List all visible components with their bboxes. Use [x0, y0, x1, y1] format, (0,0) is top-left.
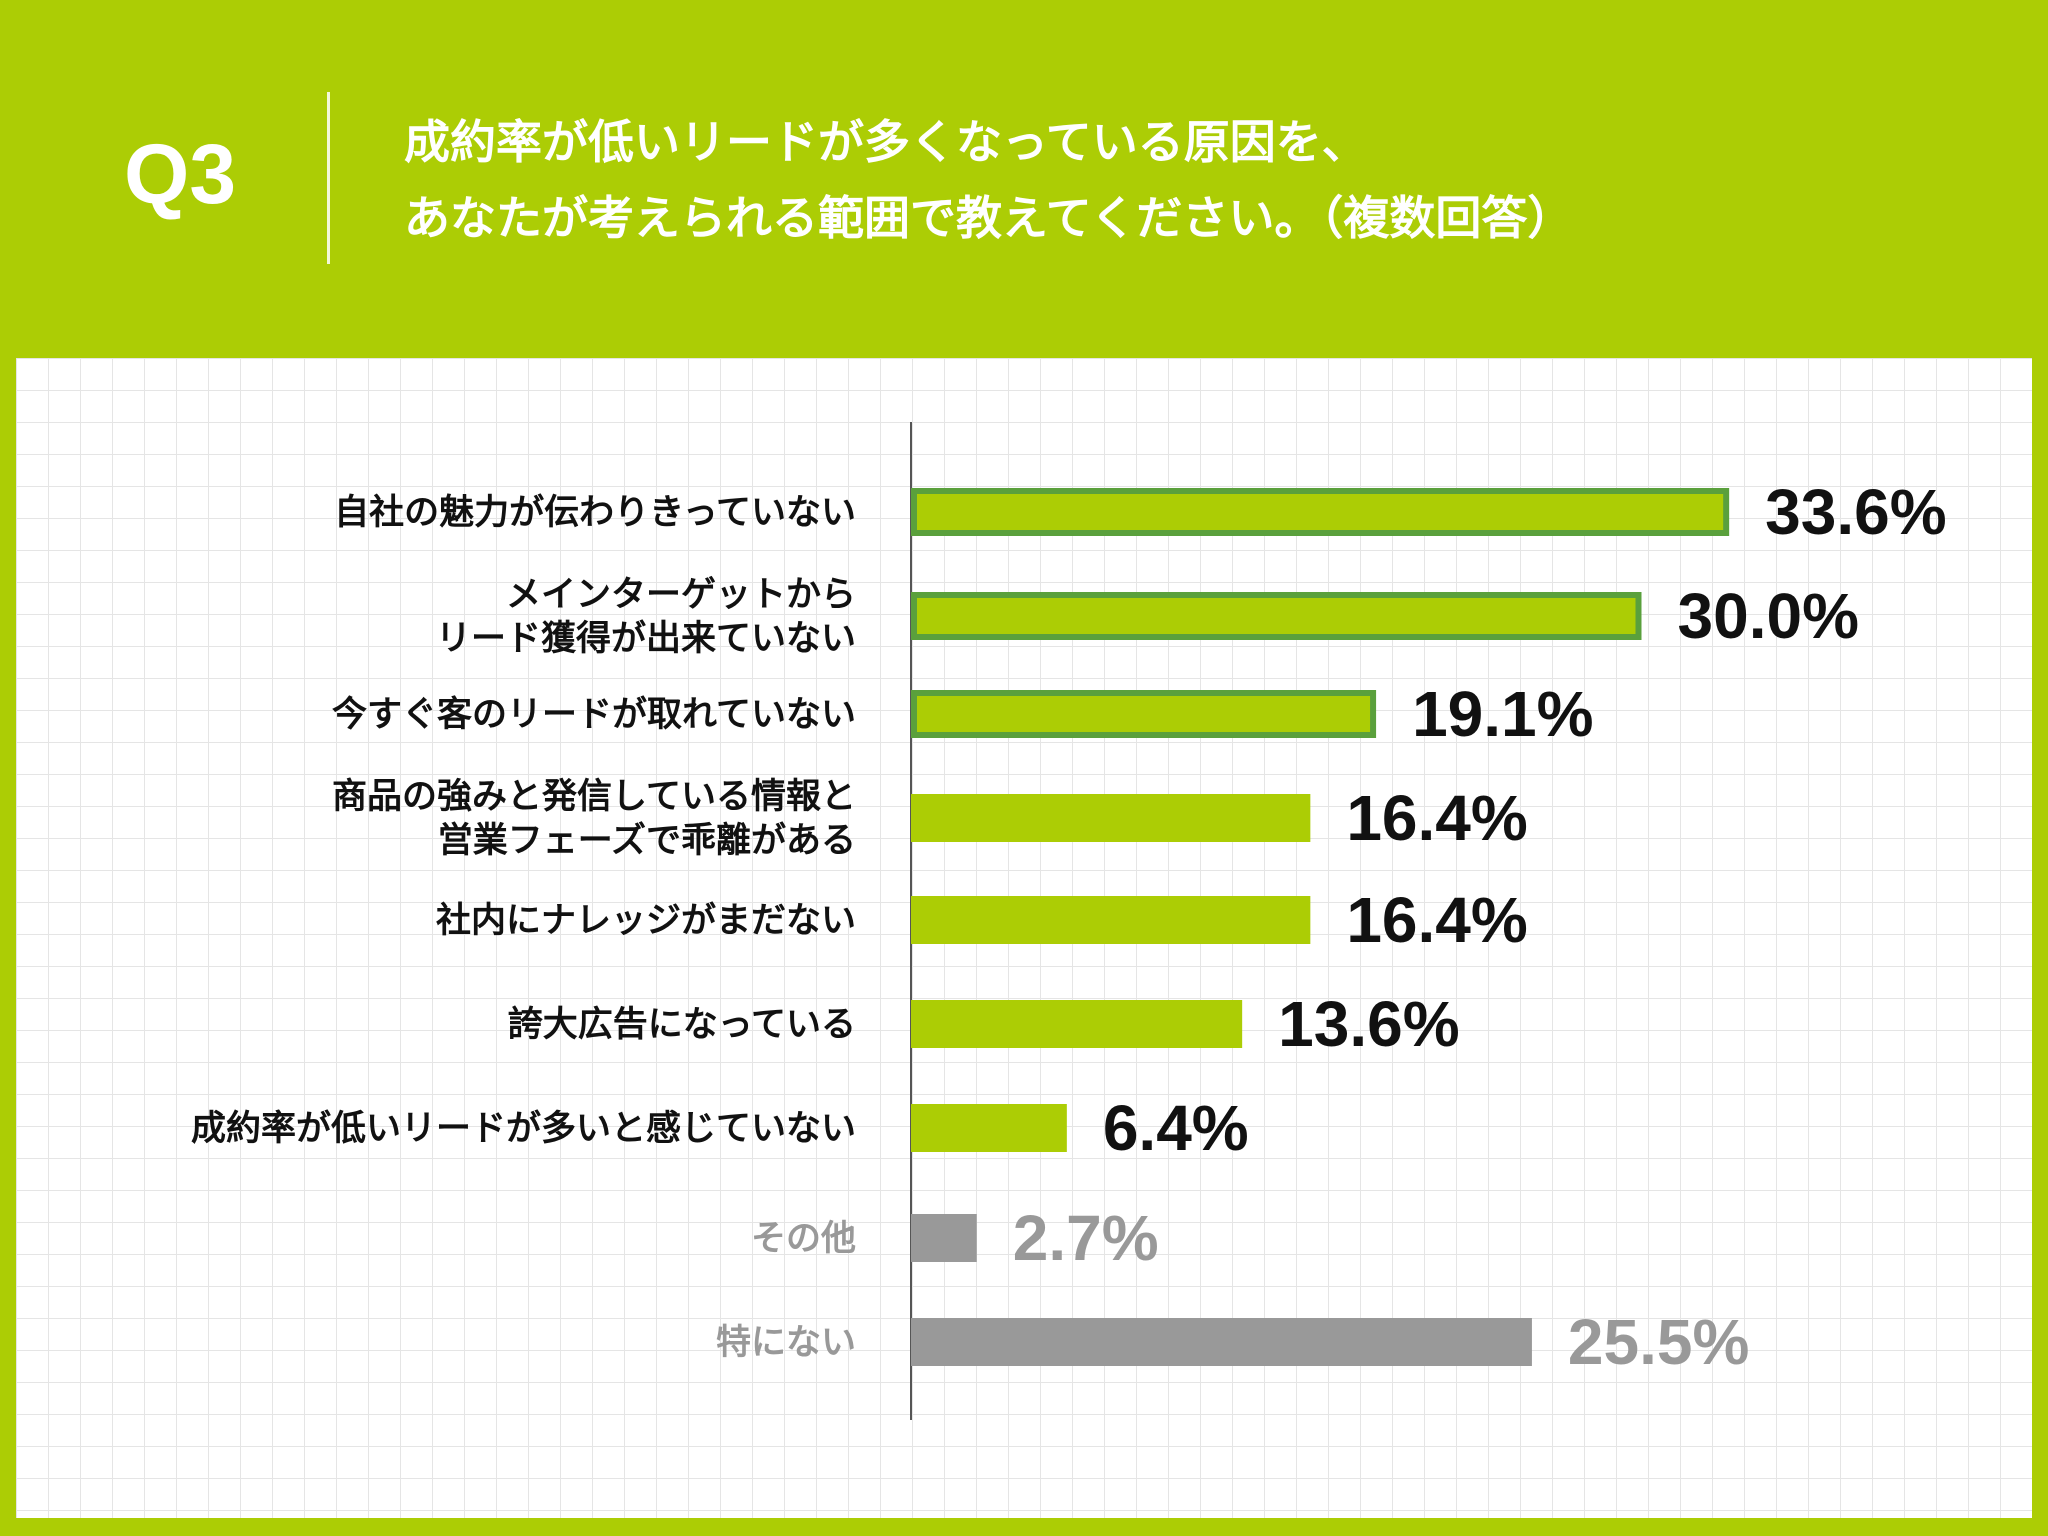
- value-label-8: 2.7%: [1013, 1202, 1159, 1274]
- value-label-2: 30.0%: [1678, 580, 1859, 652]
- bar-2: [911, 592, 1642, 640]
- category-label-5: 社内にナレッジがまだない: [436, 901, 856, 941]
- category-label-4: 商品の強みと発信している情報と営業フェーズで乖離がある: [332, 777, 856, 861]
- value-label-9: 25.5%: [1568, 1306, 1749, 1378]
- value-label-5: 16.4%: [1346, 884, 1527, 956]
- header: Q3 成約率が低いリードが多くなっている原因を、 あなたが考えられる範囲で教えて…: [0, 0, 2048, 356]
- bar-6: [911, 1000, 1243, 1048]
- bar-8: [911, 1214, 977, 1262]
- header-divider: [327, 92, 330, 264]
- value-label-7: 6.4%: [1103, 1092, 1249, 1164]
- category-label-7: 成約率が低いリードが多いと感じていない: [191, 1109, 856, 1149]
- category-label-8: その他: [751, 1219, 856, 1259]
- bar-5: [911, 896, 1311, 944]
- bar-4: [911, 794, 1311, 842]
- bar-9: [911, 1318, 1532, 1366]
- value-label-4: 16.4%: [1346, 782, 1527, 854]
- category-label-1: 自社の魅力が伝わりきっていない: [334, 493, 856, 533]
- bar-chart: 33.6% 自社の魅力が伝わりきっていない 30.0% メインターゲットからリード獲得…: [191, 422, 1947, 1420]
- question-line-1: 成約率が低いリードが多くなっている原因を、: [404, 115, 1368, 169]
- category-label-3: 今すぐ客のリードが取れていない: [332, 694, 856, 735]
- value-label-3: 19.1%: [1412, 678, 1593, 750]
- question-line-2: あなたが考えられる範囲で教えてください。（複数回答）: [404, 191, 1574, 245]
- chart-panel: 33.6% 自社の魅力が伝わりきっていない 30.0% メインターゲットからリード獲得…: [16, 358, 2032, 1518]
- category-label-9: 特にない: [716, 1323, 856, 1363]
- category-label-2: メインターゲットからリード獲得が出来ていない: [436, 575, 856, 659]
- question-number: Q3: [124, 127, 237, 221]
- value-label-1: 33.6%: [1765, 476, 1946, 548]
- bar-3: [911, 690, 1377, 738]
- value-label-6: 13.6%: [1278, 988, 1459, 1060]
- question-text: 成約率が低いリードが多くなっている原因を、 あなたが考えられる範囲で教えてくださ…: [404, 104, 1573, 256]
- category-label-6: 誇大広告になっている: [508, 1005, 856, 1045]
- bar-1: [911, 488, 1730, 536]
- bar-7: [911, 1104, 1067, 1152]
